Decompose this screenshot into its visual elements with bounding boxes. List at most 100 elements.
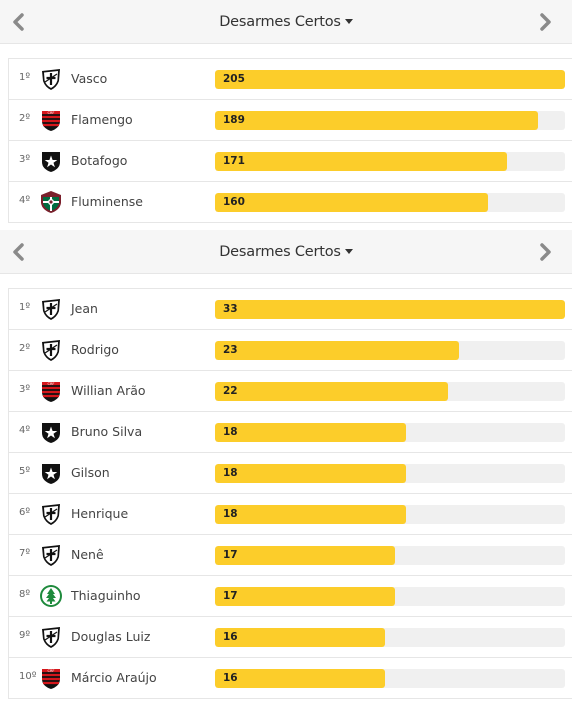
- rank-position: 4º: [19, 425, 31, 436]
- stat-bar-track: 171: [215, 152, 565, 171]
- botafogo-crest-icon: [39, 149, 63, 173]
- caret-down-icon: [344, 249, 353, 254]
- players-panel-title: Desarmes Certos: [219, 243, 341, 260]
- vasco-crest-icon: [39, 502, 63, 526]
- stat-bar-fill: [215, 111, 538, 130]
- svg-text:CRF: CRF: [48, 669, 55, 673]
- stat-value: 189: [223, 114, 245, 126]
- players-panel-header: Desarmes Certos: [0, 230, 572, 274]
- ranking-row[interactable]: 2º Rodrigo 23: [9, 330, 572, 371]
- stat-bar-fill: [215, 70, 565, 89]
- chevron-left-icon[interactable]: [4, 238, 32, 266]
- ranking-row[interactable]: 8º Thiaguinho 17: [9, 576, 572, 617]
- stat-bar-track: 18: [215, 423, 565, 442]
- ranking-row[interactable]: 4º Fluminense 160: [9, 182, 572, 223]
- ranking-row[interactable]: 1º Jean 33: [9, 289, 572, 330]
- rank-name[interactable]: Márcio Araújo: [71, 670, 157, 685]
- stat-bar-fill: [215, 546, 396, 565]
- rank-name[interactable]: Douglas Luiz: [71, 629, 151, 644]
- rank-position: 5º: [19, 466, 31, 477]
- stat-bar-track: 205: [215, 70, 565, 89]
- teams-ranking-panel: Desarmes Certos 1º Vasco 205 2º CRF Flamengo 1…: [0, 0, 572, 223]
- stat-value: 171: [223, 155, 245, 167]
- stat-bar-track: 18: [215, 505, 565, 524]
- vasco-crest-icon: [39, 625, 63, 649]
- ranking-row[interactable]: 9º Douglas Luiz 16: [9, 617, 572, 658]
- ranking-row[interactable]: 3º CRF Willian Arão 22: [9, 371, 572, 412]
- stat-bar-fill: [215, 587, 396, 606]
- stat-value: 23: [223, 344, 238, 356]
- stat-value: 160: [223, 196, 245, 208]
- ranking-row[interactable]: 2º CRF Flamengo 189: [9, 100, 572, 141]
- chevron-right-icon[interactable]: [532, 238, 560, 266]
- stat-value: 205: [223, 73, 245, 85]
- rank-position: 1º: [19, 302, 31, 313]
- boavista-crest-icon: [39, 584, 63, 608]
- rank-position: 2º: [19, 113, 31, 124]
- fluminense-crest-icon: [39, 190, 63, 214]
- ranking-row[interactable]: 4º Bruno Silva 18: [9, 412, 572, 453]
- stat-value: 22: [223, 385, 238, 397]
- rank-name[interactable]: Vasco: [71, 71, 108, 86]
- teams-rank-list: 1º Vasco 205 2º CRF Flamengo 189 3º Botafogo 171 4…: [8, 58, 572, 223]
- rank-name[interactable]: Rodrigo: [71, 342, 119, 357]
- teams-stat-dropdown[interactable]: Desarmes Certos: [219, 14, 353, 30]
- ranking-row[interactable]: 7º Nenê 17: [9, 535, 572, 576]
- ranking-row[interactable]: 10º CRF Márcio Araújo 16: [9, 658, 572, 699]
- stat-value: 18: [223, 467, 238, 479]
- stat-bar-fill: [215, 341, 459, 360]
- botafogo-crest-icon: [39, 461, 63, 485]
- stat-bar-fill: [215, 464, 406, 483]
- rank-position: 8º: [19, 589, 31, 600]
- rank-name[interactable]: Thiaguinho: [71, 588, 141, 603]
- stat-bar-track: 17: [215, 546, 565, 565]
- stat-bar-fill: [215, 382, 449, 401]
- stat-value: 17: [223, 549, 238, 561]
- ranking-row[interactable]: 3º Botafogo 171: [9, 141, 572, 182]
- stat-bar-track: 189: [215, 111, 565, 130]
- rank-name[interactable]: Bruno Silva: [71, 424, 143, 439]
- rank-name[interactable]: Henrique: [71, 506, 129, 521]
- botafogo-crest-icon: [39, 420, 63, 444]
- stat-bar-track: 17: [215, 587, 565, 606]
- rank-name[interactable]: Nenê: [71, 547, 104, 562]
- ranking-row[interactable]: 1º Vasco 205: [9, 59, 572, 100]
- stat-bar-fill: [215, 669, 385, 688]
- flamengo-crest-icon: CRF: [39, 108, 63, 132]
- flamengo-crest-icon: CRF: [39, 666, 63, 690]
- stat-bar-track: 16: [215, 669, 565, 688]
- rank-name[interactable]: Jean: [71, 301, 98, 316]
- ranking-row[interactable]: 5º Gilson 18: [9, 453, 572, 494]
- chevron-right-icon[interactable]: [532, 8, 560, 36]
- ranking-row[interactable]: 6º Henrique 18: [9, 494, 572, 535]
- rank-name[interactable]: Flamengo: [71, 112, 133, 127]
- svg-text:CRF: CRF: [48, 111, 55, 115]
- stat-bar-track: 33: [215, 300, 565, 319]
- teams-panel-header: Desarmes Certos: [0, 0, 572, 44]
- chevron-left-icon[interactable]: [4, 8, 32, 36]
- stat-bar-track: 22: [215, 382, 565, 401]
- stat-bar-fill: [215, 505, 406, 524]
- players-stat-dropdown[interactable]: Desarmes Certos: [219, 244, 353, 260]
- stat-bar-track: 16: [215, 628, 565, 647]
- stat-bar-track: 18: [215, 464, 565, 483]
- stat-bar-fill: [215, 152, 507, 171]
- rank-position: 9º: [19, 630, 31, 641]
- rank-position: 6º: [19, 507, 31, 518]
- rank-name[interactable]: Gilson: [71, 465, 110, 480]
- svg-text:CRF: CRF: [48, 382, 55, 386]
- players-ranking-panel: Desarmes Certos 1º Jean 33 2º Rodrigo 23 3º CRF…: [0, 230, 572, 699]
- stat-value: 18: [223, 508, 238, 520]
- stat-value: 33: [223, 303, 238, 315]
- rank-position: 3º: [19, 384, 31, 395]
- teams-panel-title: Desarmes Certos: [219, 13, 341, 30]
- rank-name[interactable]: Willian Arão: [71, 383, 146, 398]
- stat-bar-fill: [215, 300, 565, 319]
- stat-bar-fill: [215, 193, 489, 212]
- rank-position: 10º: [19, 671, 37, 682]
- rank-position: 1º: [19, 72, 31, 83]
- rank-name[interactable]: Fluminense: [71, 194, 143, 209]
- rank-position: 7º: [19, 548, 31, 559]
- rank-position: 4º: [19, 195, 31, 206]
- rank-name[interactable]: Botafogo: [71, 153, 128, 168]
